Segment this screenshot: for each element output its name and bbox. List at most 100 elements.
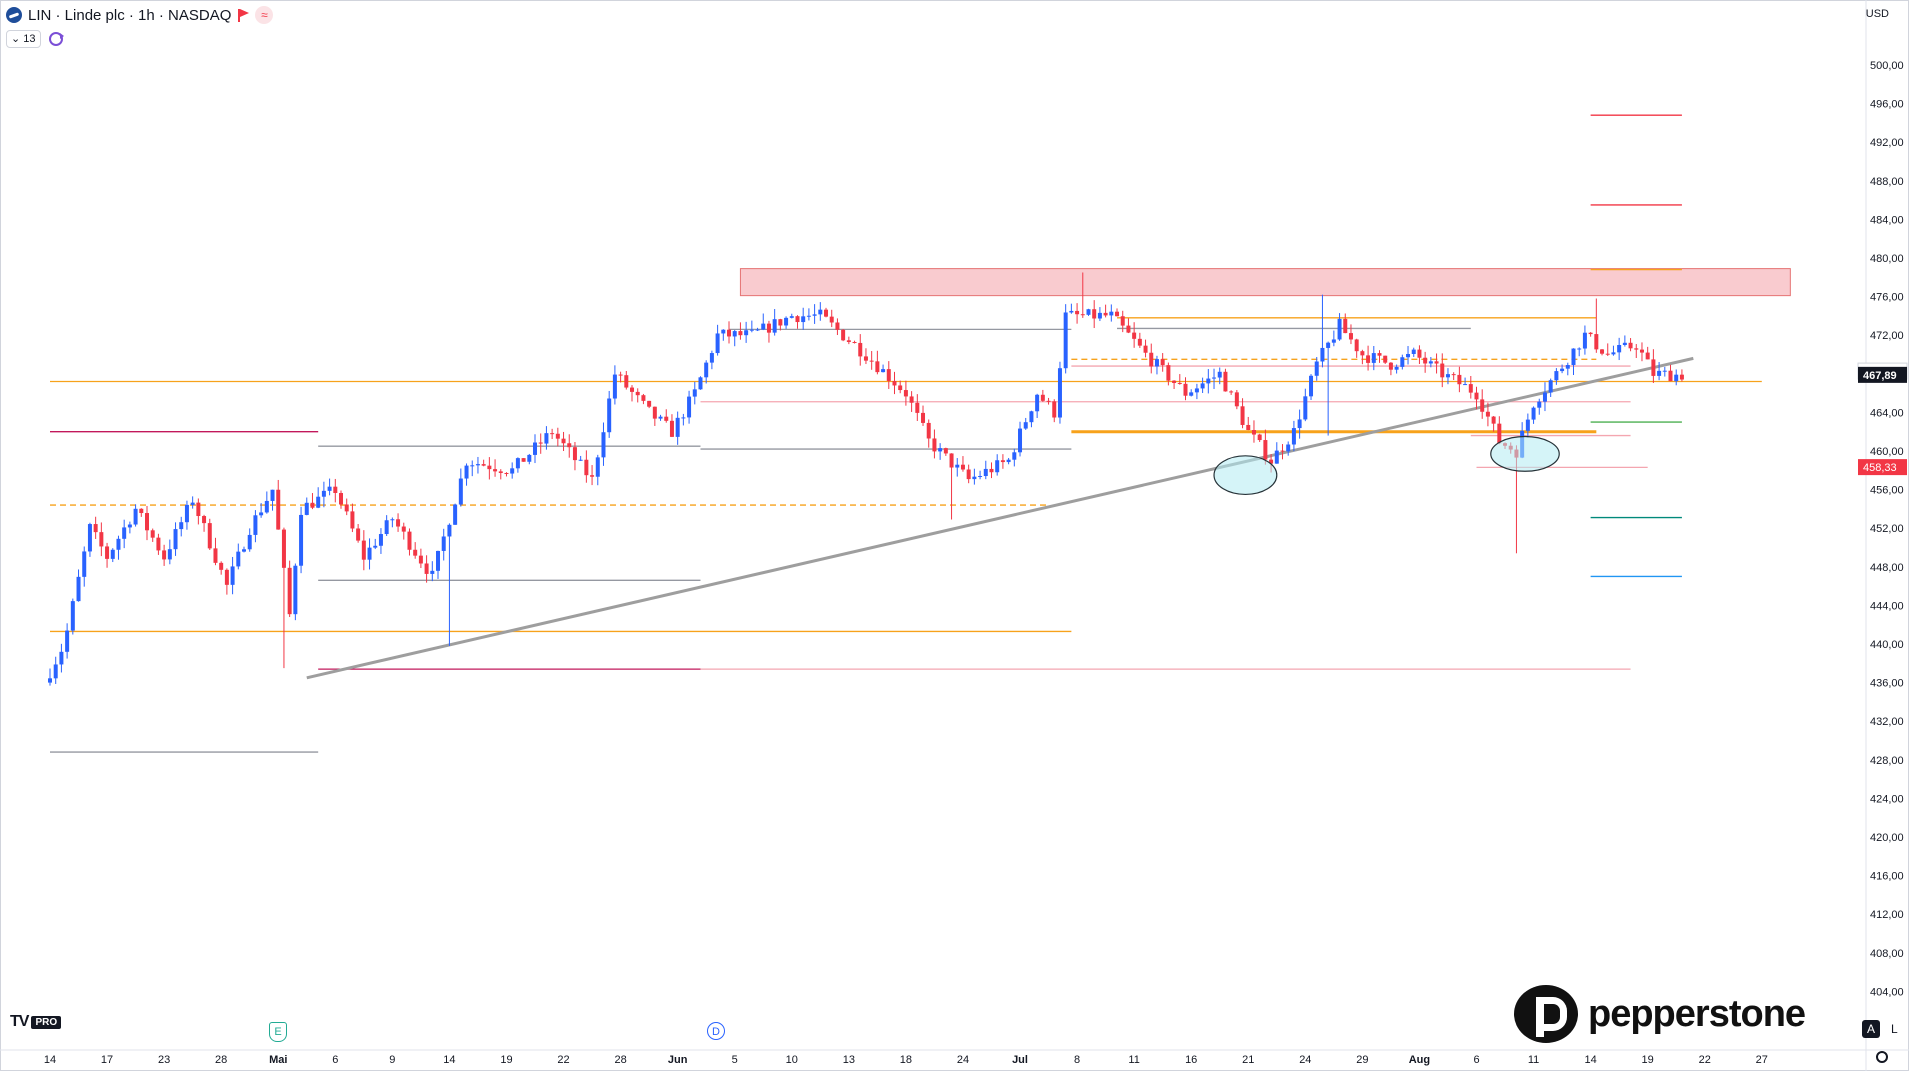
candle-body[interactable] xyxy=(373,545,378,548)
candle-body[interactable] xyxy=(1149,352,1154,367)
candle-body[interactable] xyxy=(1383,355,1388,363)
candle-body[interactable] xyxy=(1548,380,1553,393)
candle-body[interactable] xyxy=(1194,388,1199,393)
currency-selector[interactable]: USD xyxy=(1865,8,1889,20)
candle-body[interactable] xyxy=(1423,357,1428,364)
candle-body[interactable] xyxy=(1137,338,1142,346)
candle-body[interactable] xyxy=(943,448,948,454)
candle-body[interactable] xyxy=(1428,361,1433,364)
candle-body[interactable] xyxy=(1080,314,1085,316)
candle-body[interactable] xyxy=(858,342,863,357)
candle-body[interactable] xyxy=(1115,311,1120,317)
candle-body[interactable] xyxy=(1605,353,1610,355)
candle-body[interactable] xyxy=(675,417,680,437)
candle-body[interactable] xyxy=(863,356,868,361)
candle-body[interactable] xyxy=(247,534,252,550)
candle-body[interactable] xyxy=(1451,374,1456,376)
candle-body[interactable] xyxy=(207,523,212,549)
candle-body[interactable] xyxy=(1434,361,1439,364)
candle-body[interactable] xyxy=(242,549,247,552)
candle-body[interactable] xyxy=(612,374,617,399)
candle-body[interactable] xyxy=(1177,382,1182,384)
candle-body[interactable] xyxy=(1240,406,1245,425)
candle-body[interactable] xyxy=(1400,357,1405,367)
candle-body[interactable] xyxy=(630,387,635,392)
candle-body[interactable] xyxy=(156,537,161,551)
candle-body[interactable] xyxy=(304,502,309,515)
candle-body[interactable] xyxy=(1634,348,1639,350)
candle-body[interactable] xyxy=(1029,411,1034,423)
candle-body[interactable] xyxy=(59,651,64,665)
auto-scale-button[interactable]: A xyxy=(1862,1020,1880,1038)
candle-body[interactable] xyxy=(915,402,920,413)
candle-body[interactable] xyxy=(955,464,960,468)
candle-body[interactable] xyxy=(287,567,292,615)
candle-body[interactable] xyxy=(1326,342,1331,348)
candle-body[interactable] xyxy=(122,527,127,539)
candle-body[interactable] xyxy=(436,550,441,571)
candle-body[interactable] xyxy=(1662,370,1667,372)
candle-body[interactable] xyxy=(818,309,823,315)
candle-body[interactable] xyxy=(1639,349,1644,353)
candle-body[interactable] xyxy=(110,549,115,559)
candle-body[interactable] xyxy=(310,502,315,508)
candle-body[interactable] xyxy=(1246,424,1251,431)
candle-body[interactable] xyxy=(453,504,458,525)
candle-body[interactable] xyxy=(584,459,589,476)
candle-body[interactable] xyxy=(1280,450,1285,452)
candle-body[interactable] xyxy=(1480,399,1485,412)
candle-body[interactable] xyxy=(1366,355,1371,363)
candle-body[interactable] xyxy=(960,464,965,470)
candle-body[interactable] xyxy=(1303,396,1308,420)
candle-body[interactable] xyxy=(898,385,903,391)
candle-body[interactable] xyxy=(515,458,520,469)
highlight-ellipse[interactable] xyxy=(1213,455,1278,496)
candle-body[interactable] xyxy=(1012,452,1017,460)
candle-body[interactable] xyxy=(1097,312,1102,319)
candle-body[interactable] xyxy=(590,475,595,477)
candle-body[interactable] xyxy=(93,524,98,533)
candle-body[interactable] xyxy=(527,454,532,462)
candle-body[interactable] xyxy=(1474,392,1479,400)
candle-body[interactable] xyxy=(1600,349,1605,354)
candle-body[interactable] xyxy=(281,529,286,568)
resistance-zone[interactable] xyxy=(739,268,1791,297)
candle-body[interactable] xyxy=(744,330,749,336)
candle-body[interactable] xyxy=(356,528,361,541)
candle-body[interactable] xyxy=(852,341,857,343)
candle-body[interactable] xyxy=(641,395,646,401)
candle-body[interactable] xyxy=(1052,401,1057,418)
candle-body[interactable] xyxy=(881,369,886,373)
candle-body[interactable] xyxy=(1617,344,1622,353)
candle-body[interactable] xyxy=(715,333,720,354)
indicator-toggle[interactable]: ⌄ 13 xyxy=(6,30,41,48)
candle-body[interactable] xyxy=(1343,318,1348,334)
candle-body[interactable] xyxy=(1571,348,1576,366)
candle-body[interactable] xyxy=(652,406,657,419)
candle-body[interactable] xyxy=(487,465,492,470)
candle-body[interactable] xyxy=(493,469,498,472)
candle-body[interactable] xyxy=(1109,311,1114,316)
candle-body[interactable] xyxy=(253,515,258,535)
tradingview-logo[interactable]: TV PRO xyxy=(10,1013,62,1031)
candle-body[interactable] xyxy=(618,374,623,376)
candle-body[interactable] xyxy=(1023,422,1028,429)
candle-body[interactable] xyxy=(167,549,172,560)
candle-body[interactable] xyxy=(190,502,195,505)
candle-body[interactable] xyxy=(1000,460,1005,463)
candle-body[interactable] xyxy=(669,420,674,437)
candle-body[interactable] xyxy=(413,549,418,556)
highlight-ellipse[interactable] xyxy=(1490,435,1560,472)
candle-body[interactable] xyxy=(1565,365,1570,369)
candle-body[interactable] xyxy=(607,398,612,433)
candle-body[interactable] xyxy=(795,316,800,323)
candle-body[interactable] xyxy=(938,448,943,452)
candle-body[interactable] xyxy=(378,534,383,546)
candle-body[interactable] xyxy=(1554,371,1559,381)
candle-body[interactable] xyxy=(196,502,201,517)
candle-body[interactable] xyxy=(1674,374,1679,382)
candle-body[interactable] xyxy=(755,329,760,331)
candle-body[interactable] xyxy=(1223,371,1228,392)
candle-body[interactable] xyxy=(70,601,75,631)
